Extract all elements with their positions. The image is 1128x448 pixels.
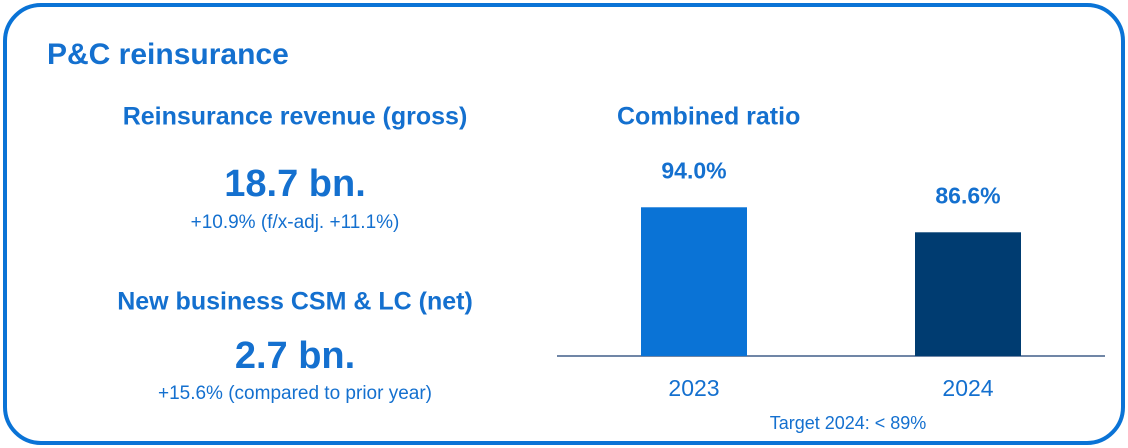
bar	[641, 207, 747, 356]
kpi-value: 2.7 bn.	[235, 335, 355, 377]
kpi-value: 18.7 bn.	[224, 163, 366, 205]
x-tick-label: 2023	[668, 375, 719, 401]
kpi-note: +15.6% (compared to prior year)	[158, 383, 432, 404]
kpi-note: +10.9% (f/x-adj. +11.1%)	[191, 212, 400, 233]
annotation: Target 2024: < 89%	[770, 413, 927, 433]
x-tick-label: 2024	[942, 375, 993, 401]
value-label: 94.0%	[661, 157, 726, 183]
chart-title: Combined ratio	[617, 103, 800, 131]
kpi-label: Reinsurance revenue (gross)	[123, 103, 468, 131]
frame	[3, 3, 1125, 445]
slide-title: P&C reinsurance	[47, 38, 289, 71]
bar	[915, 232, 1021, 356]
value-label: 86.6%	[935, 182, 1000, 208]
kpi-label: New business CSM & LC (net)	[117, 288, 473, 316]
